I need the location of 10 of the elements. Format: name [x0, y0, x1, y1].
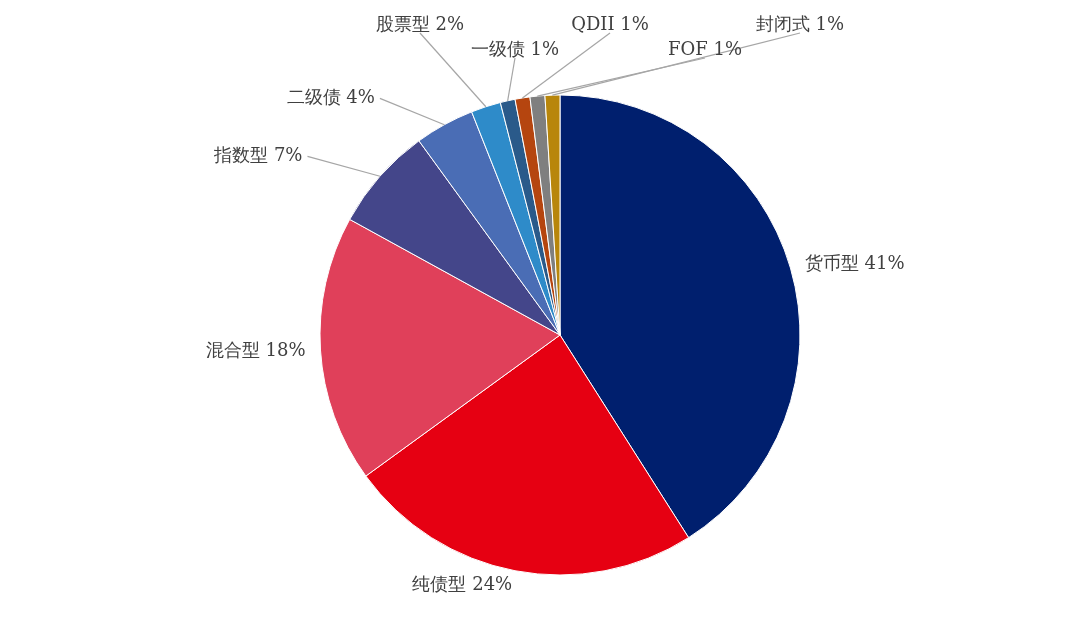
slice-label: 二级债 4%	[286, 86, 375, 108]
slice-label: 货币型 41%	[804, 251, 905, 273]
slice-label: 指数型 7%	[213, 144, 303, 166]
slice-label: 一级债 1%	[470, 38, 560, 59]
slice-label: 纯债型 24%	[412, 573, 513, 595]
slice-label: 封闭式 1%	[755, 13, 845, 34]
slice-label: 混合型 18%	[205, 339, 306, 361]
slice-label: FOF 1%	[667, 38, 743, 59]
slice-label: QDII 1%	[571, 13, 649, 34]
slice-label: 股票型 2%	[375, 13, 465, 34]
